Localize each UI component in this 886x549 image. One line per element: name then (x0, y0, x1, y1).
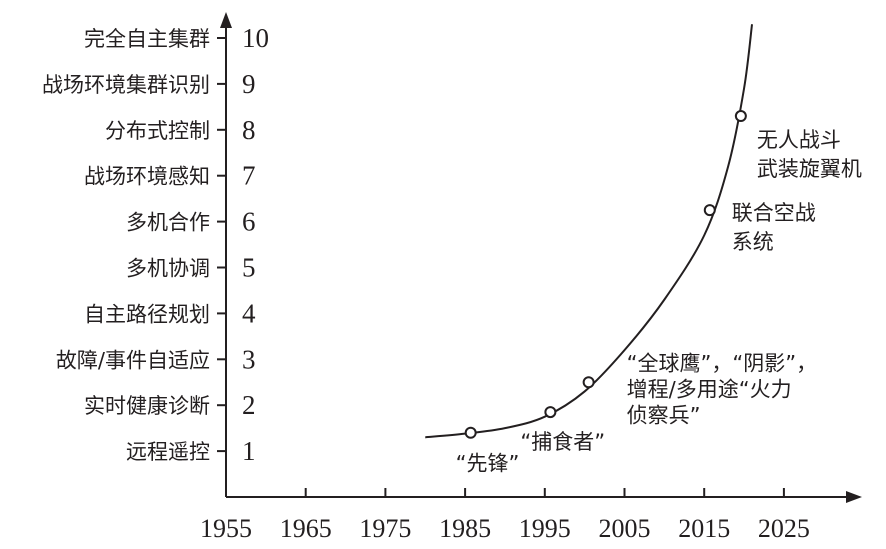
y-tick-number: 3 (242, 344, 256, 374)
point-annotation: 联合空战 (732, 201, 816, 225)
trend-curve (425, 24, 754, 439)
axes (220, 12, 862, 503)
y-tick-number: 10 (242, 23, 269, 53)
y-tick-category: 自主路径规划 (84, 302, 210, 326)
y-tick-category: 多机合作 (126, 211, 210, 235)
x-tick-label: 2005 (599, 514, 651, 543)
y-axis-ticks: 1 远程遥控 2 实时健康诊断 3 故障/事件自适应 4 自主路径规划 5 多机协调 6 多机合作 7 战… (42, 23, 269, 466)
point-annotation: 增程/多用途“火力 (627, 377, 792, 401)
point-annotation: “全球鹰”，“阴影”， (627, 351, 818, 375)
x-tick-label: 1975 (359, 514, 411, 543)
y-tick-category: 多机协调 (126, 257, 210, 281)
y-tick-number: 2 (242, 390, 256, 420)
point-annotation: 武装旋翼机 (757, 157, 862, 181)
x-tick-label: 2015 (678, 514, 730, 543)
x-tick-label: 2025 (758, 514, 810, 543)
point-annotation: “捕食者” (520, 430, 605, 454)
x-axis-arrow (846, 491, 862, 503)
trend-curve-layer (425, 24, 754, 439)
data-point (734, 110, 747, 123)
point-annotation: 无人战斗 (757, 128, 841, 152)
y-tick-number: 7 (242, 161, 256, 191)
data-point (544, 406, 557, 419)
point-annotation: “先锋” (456, 452, 520, 476)
y-tick-category: 实时健康诊断 (84, 394, 210, 418)
y-tick-number: 8 (242, 115, 256, 145)
point-annotation: 侦察兵” (627, 403, 701, 427)
x-tick-label: 1995 (519, 514, 571, 543)
data-point (464, 426, 477, 439)
y-tick-category: 战场环境感知 (84, 165, 210, 189)
data-points (464, 110, 747, 439)
y-tick-number: 1 (242, 436, 256, 466)
y-axis-arrow (220, 12, 232, 28)
y-tick-number: 9 (242, 69, 256, 99)
y-tick-category: 完全自主集群 (84, 27, 210, 51)
y-tick-number: 4 (242, 298, 256, 328)
x-tick-label: 1955 (200, 514, 252, 543)
point-annotation: 系统 (732, 230, 774, 254)
y-tick-category: 远程遥控 (126, 440, 210, 464)
y-tick-category: 故障/事件自适应 (56, 348, 210, 372)
data-point (703, 204, 716, 217)
x-axis-ticks: 1955 1965 1975 1985 1995 2005 2015 2025 (200, 488, 810, 543)
data-point (582, 376, 595, 389)
y-tick-category: 战场环境集群识别 (42, 73, 210, 97)
x-tick-label: 1985 (439, 514, 491, 543)
y-tick-category: 分布式控制 (105, 119, 210, 143)
y-tick-number: 6 (242, 207, 256, 237)
x-tick-label: 1965 (280, 514, 332, 543)
y-tick-number: 5 (242, 253, 256, 283)
